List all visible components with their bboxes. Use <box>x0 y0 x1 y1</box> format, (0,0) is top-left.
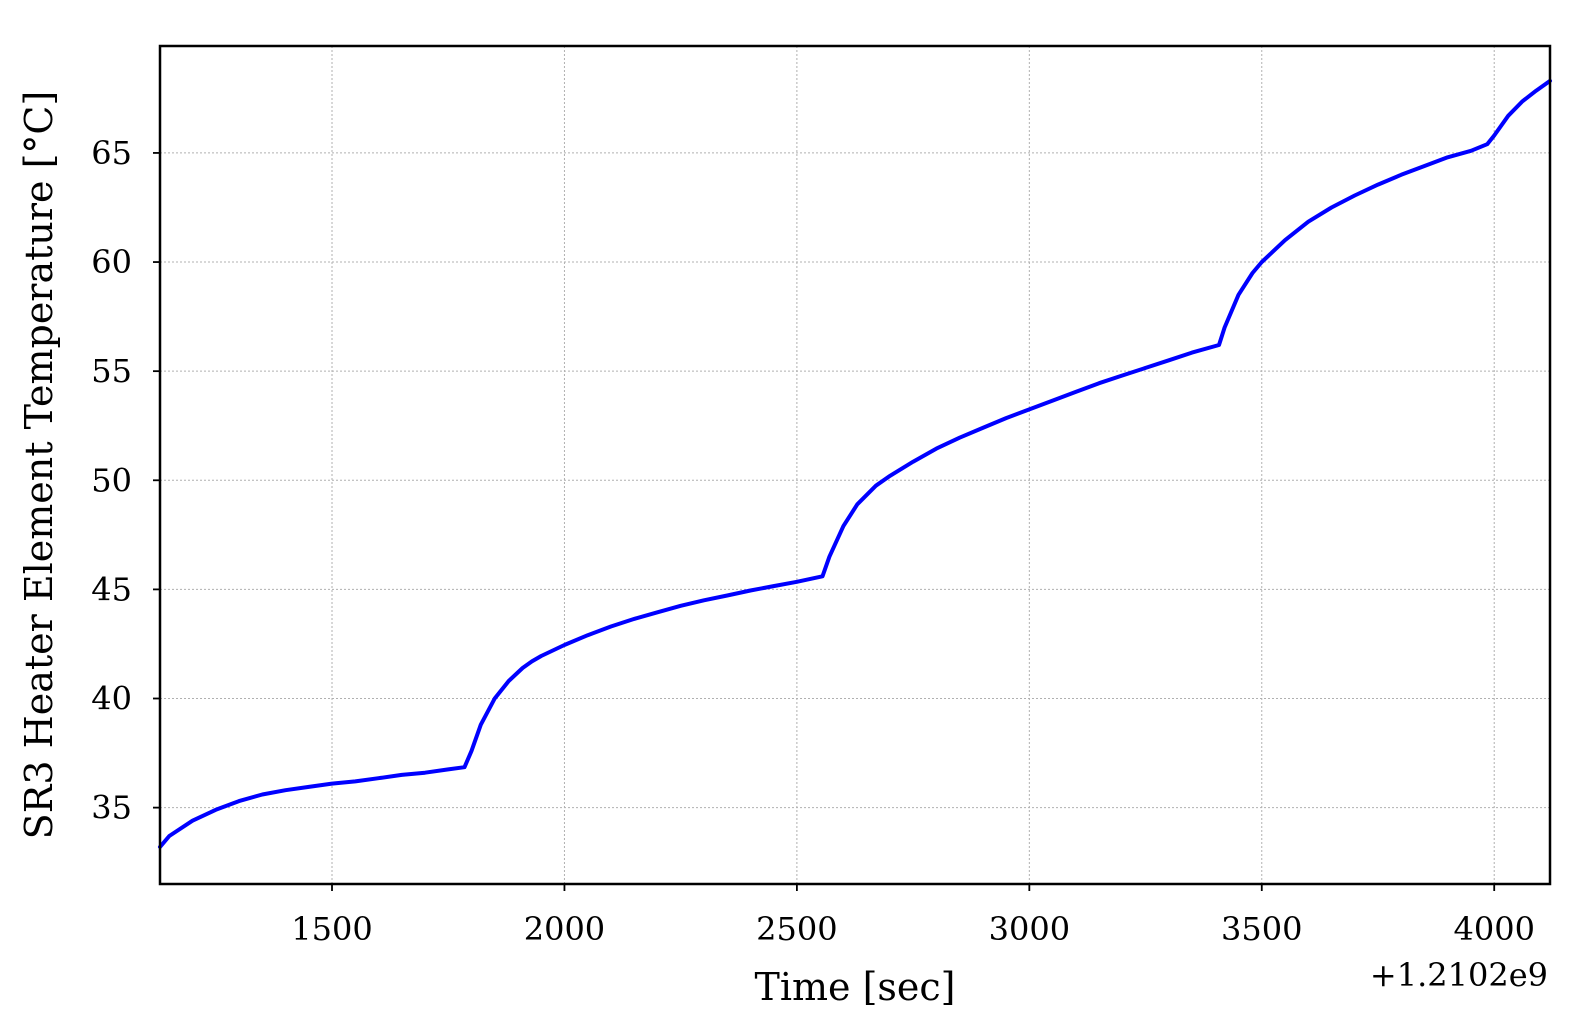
y-tick-label: 65 <box>91 134 132 172</box>
y-tick-label: 45 <box>91 570 132 608</box>
x-tick-label: 2500 <box>756 910 837 948</box>
y-axis-label: SR3 Heater Element Temperature [°C] <box>17 91 61 840</box>
temperature-series-line <box>158 78 1552 849</box>
x-tick-label: 1500 <box>291 910 372 948</box>
x-tick-label: 3500 <box>1221 910 1302 948</box>
x-axis-label: Time [sec] <box>754 965 955 1009</box>
series-layer <box>158 78 1552 849</box>
y-tick-label: 50 <box>91 461 132 499</box>
y-tick-label: 35 <box>91 789 132 827</box>
x-axis-offset-label: +1.2102e9 <box>1370 956 1548 994</box>
y-tick-label: 55 <box>91 352 132 390</box>
x-tick-label: 4000 <box>1453 910 1534 948</box>
y-axis-ticks: 35 40 45 50 55 60 65 <box>91 134 160 827</box>
x-tick-label: 2000 <box>524 910 605 948</box>
x-axis-ticks: 1500 2000 2500 3000 3500 4000 <box>291 884 1535 948</box>
x-tick-label: 3000 <box>989 910 1070 948</box>
y-tick-label: 40 <box>91 680 132 718</box>
y-tick-label: 60 <box>91 243 132 281</box>
plot-frame <box>158 44 1552 886</box>
